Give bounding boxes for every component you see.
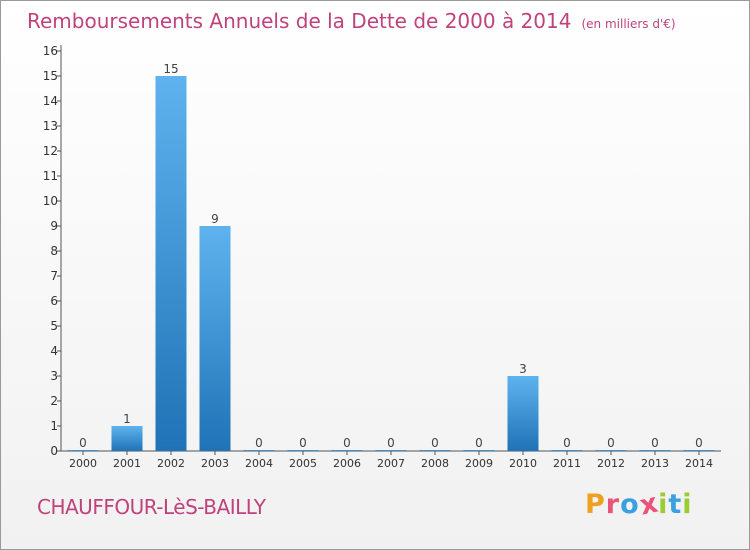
- y-tick-label: 3: [50, 369, 58, 383]
- data-label: 0: [563, 436, 571, 450]
- bar: [111, 426, 143, 451]
- y-tick-label: 8: [50, 244, 58, 258]
- y-tick-label: 16: [43, 44, 58, 58]
- y-tick-label: 1: [50, 419, 58, 433]
- x-tick-label: 2006: [333, 457, 361, 470]
- bar: [507, 376, 539, 451]
- x-tick-label: 2000: [69, 457, 97, 470]
- y-tick-label: 9: [50, 219, 58, 233]
- bars: [67, 76, 715, 451]
- chart-title-text: Remboursements Annuels de la Dette de 20…: [27, 9, 572, 33]
- city-name: CHAUFFOUR-LèS-BAILLY: [37, 495, 266, 519]
- data-label: 15: [163, 62, 178, 76]
- x-tick-label: 2005: [289, 457, 317, 470]
- data-label: 0: [255, 436, 263, 450]
- y-tick-label: 4: [50, 344, 58, 358]
- bar: [243, 450, 275, 451]
- unit-note: (en milliers d'€): [581, 17, 676, 31]
- x-tick-label: 2010: [509, 457, 537, 470]
- y-tick-label: 5: [50, 319, 58, 333]
- logo-letter: i: [658, 489, 669, 520]
- logo-letter: o: [620, 489, 640, 520]
- x-tick-label: 2013: [641, 457, 669, 470]
- y-tick-label: 12: [43, 144, 58, 158]
- x-tick-label: 2001: [113, 457, 141, 470]
- proxiti-logo[interactable]: Proxiti: [585, 487, 693, 521]
- bar: [463, 450, 495, 451]
- x-tick-label: 2004: [245, 457, 273, 470]
- y-tick-label: 10: [43, 194, 58, 208]
- bar: [67, 450, 99, 451]
- bar: [199, 226, 231, 451]
- x-tick-label: 2003: [201, 457, 229, 470]
- x-tick-label: 2012: [597, 457, 625, 470]
- logo-letter: t: [668, 489, 683, 520]
- data-label: 0: [607, 436, 615, 450]
- data-label: 0: [695, 436, 703, 450]
- bar: [595, 450, 627, 451]
- bar: [155, 76, 187, 451]
- data-label: 0: [431, 436, 439, 450]
- bar: [683, 450, 715, 451]
- bar: [331, 450, 363, 451]
- logo-letter: i: [682, 489, 693, 520]
- y-tick-label: 11: [43, 169, 58, 183]
- bar: [639, 450, 671, 451]
- bar: [287, 450, 319, 451]
- bar: [551, 450, 583, 451]
- y-tick-label: 14: [43, 94, 58, 108]
- x-tick-label: 2009: [465, 457, 493, 470]
- data-label: 0: [651, 436, 659, 450]
- bar: [419, 450, 451, 451]
- y-tick-label: 0: [50, 444, 58, 458]
- x-tick-label: 2002: [157, 457, 185, 470]
- data-label: 0: [343, 436, 351, 450]
- data-label: 9: [211, 212, 219, 226]
- data-label: 0: [475, 436, 483, 450]
- y-tick-label: 15: [43, 69, 58, 83]
- y-tick-label: 7: [50, 269, 58, 283]
- y-tick-label: 13: [43, 119, 58, 133]
- logo-letter: P: [585, 489, 606, 520]
- y-tick-label: 2: [50, 394, 58, 408]
- x-tick-label: 2008: [421, 457, 449, 470]
- data-label: 3: [519, 362, 527, 376]
- data-label: 1: [123, 412, 131, 426]
- logo-letter: r: [605, 489, 621, 520]
- data-label: 0: [387, 436, 395, 450]
- y-tick-label: 6: [50, 294, 58, 308]
- chart-title: Remboursements Annuels de la Dette de 20…: [27, 9, 676, 33]
- data-label: 0: [79, 436, 87, 450]
- x-tick-label: 2011: [553, 457, 581, 470]
- data-labels: 0 1 15 9 0 0 0 0 0 0 3 0 0 0 0: [79, 62, 703, 450]
- x-tick-label: 2007: [377, 457, 405, 470]
- bar: [375, 450, 407, 451]
- data-label: 0: [299, 436, 307, 450]
- x-tick-label: 2014: [685, 457, 713, 470]
